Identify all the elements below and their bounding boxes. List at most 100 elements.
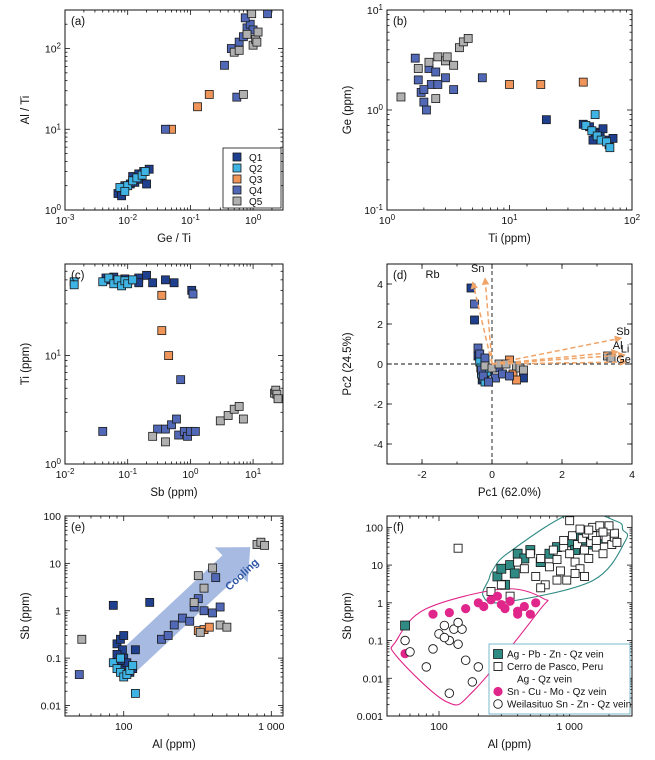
point-e-q2 (131, 688, 140, 698)
loading-vector-sb (491, 335, 623, 365)
point-e-q5 (208, 563, 217, 573)
point-b-q4 (410, 53, 420, 63)
point-a-q2 (140, 167, 150, 176)
point-b-q1 (598, 124, 608, 134)
x-tick-label-a-exp: -3 (67, 213, 75, 222)
legend-label-q4: Q4 (249, 186, 263, 197)
point-f-open-square (519, 564, 529, 574)
point-f-open-circle (428, 644, 438, 654)
x-tick-label-b-exp: 1 (513, 213, 518, 222)
plot-frame-c (64, 263, 284, 465)
point-c-q1 (148, 278, 158, 288)
x-tick-label-b: 102 (624, 213, 641, 227)
y-tick-label-c-exp: 1 (57, 349, 62, 358)
point-f-open-circle (421, 662, 432, 672)
x-tick-label-d: 0 (489, 469, 495, 481)
x-tick-label-a-exp: 0 (257, 213, 262, 222)
x-axis-label-b: Ti (ppm) (488, 233, 531, 245)
y-tick-label-f: 0.1 (368, 636, 383, 648)
point-e-q1 (145, 598, 155, 607)
y-tick-label-b-exp: 1 (379, 3, 384, 12)
plot-area-c (69, 270, 283, 447)
point-f-open-square (573, 540, 583, 550)
point-b-q4 (477, 73, 487, 83)
point-e-q5 (193, 571, 203, 581)
plot-area-b (396, 33, 618, 153)
panel-label-a: (a) (71, 16, 85, 28)
x-axis-label-f: Al (ppm) (488, 739, 532, 751)
point-f-magenta-circle (479, 601, 489, 612)
x-tick-label-c-base: 10 (245, 469, 257, 481)
point-f-open-square (609, 528, 619, 538)
point-e-q1 (119, 631, 129, 640)
point-f-teal-square (496, 563, 507, 574)
point-a-q1 (142, 179, 151, 189)
x-tick-label-c-exp: -1 (130, 467, 138, 476)
panel-label-d: (d) (393, 270, 407, 282)
point-c-q3 (157, 290, 167, 300)
y-tick-label-a-base: 10 (45, 44, 57, 56)
y-tick-label-b: 100 (367, 103, 384, 117)
x-tick-label-c-base: 10 (56, 469, 68, 481)
y-tick-label-b-base: 10 (367, 105, 379, 117)
legend-label-f: Cerro de Pasco, Peru (507, 662, 603, 673)
point-e-q4 (215, 602, 225, 612)
y-tick-label-d: 4 (377, 279, 383, 291)
point-a-q5 (238, 90, 248, 99)
point-a-q4 (161, 124, 170, 134)
x-tick-label-c-exp: 1 (257, 467, 262, 476)
y-tick-label-b: 101 (367, 3, 384, 17)
y-tick-label-c: 100 (45, 457, 62, 471)
point-f-magenta-circle (428, 609, 438, 619)
point-c-q5 (273, 394, 283, 404)
point-f-open-square (555, 566, 565, 576)
point-f-open-square (525, 549, 535, 559)
point-f-open-square (570, 569, 580, 578)
point-b-q1 (541, 115, 551, 125)
point-e-q4 (199, 606, 209, 616)
point-c-q1 (142, 270, 151, 280)
y-tick-label-e: 100 (43, 511, 61, 523)
point-e-q4 (211, 573, 221, 583)
point-c-q2 (128, 275, 138, 285)
x-tick-label-d: -2 (417, 469, 426, 481)
point-c-q4 (172, 414, 181, 424)
legend-label-f: Ag - Pb - Zn - Qz vein (507, 650, 604, 661)
point-f-open-circle (460, 655, 471, 666)
point-f-open-square (565, 549, 575, 559)
point-b-q5 (424, 57, 434, 67)
point-a-q5 (252, 37, 262, 47)
point-b-q5 (449, 60, 459, 70)
point-b-q2 (590, 110, 600, 119)
legend-label-q1: Q1 (249, 153, 263, 164)
legend-marker-magenta-circle (493, 686, 503, 697)
point-b-q4 (433, 80, 443, 89)
point-f-open-square (548, 545, 558, 555)
y-axis-label-b: Ge (ppm) (342, 86, 354, 135)
y-tick-label-f: 10 (371, 560, 383, 572)
point-a-q4 (220, 60, 229, 70)
point-c-q2 (69, 280, 79, 290)
x-tick-label-c-base: 10 (118, 469, 130, 481)
point-c-q4 (167, 420, 176, 430)
x-tick-label-c-exp: -2 (67, 467, 75, 476)
point-c-q5 (215, 416, 225, 426)
legend-label-q3: Q3 (249, 175, 263, 186)
legend-marker-open-square (493, 662, 503, 671)
point-b-q4 (431, 67, 441, 77)
loading-vectors (470, 277, 628, 366)
point-b-q4 (449, 85, 459, 94)
point-d-q1 (470, 315, 479, 325)
y-tick-label-a: 101 (45, 122, 62, 136)
x-tick-label-d: 4 (629, 469, 635, 481)
plot-area-a (113, 10, 272, 201)
point-e-q5 (189, 598, 199, 607)
y-tick-label-e: 0.1 (46, 653, 61, 665)
point-f-open-square (552, 575, 562, 585)
y-tick-label-e: 0.01 (41, 700, 62, 712)
point-a-q5 (234, 45, 244, 55)
point-f-open-square (496, 580, 506, 590)
point-e-q3 (204, 622, 214, 632)
